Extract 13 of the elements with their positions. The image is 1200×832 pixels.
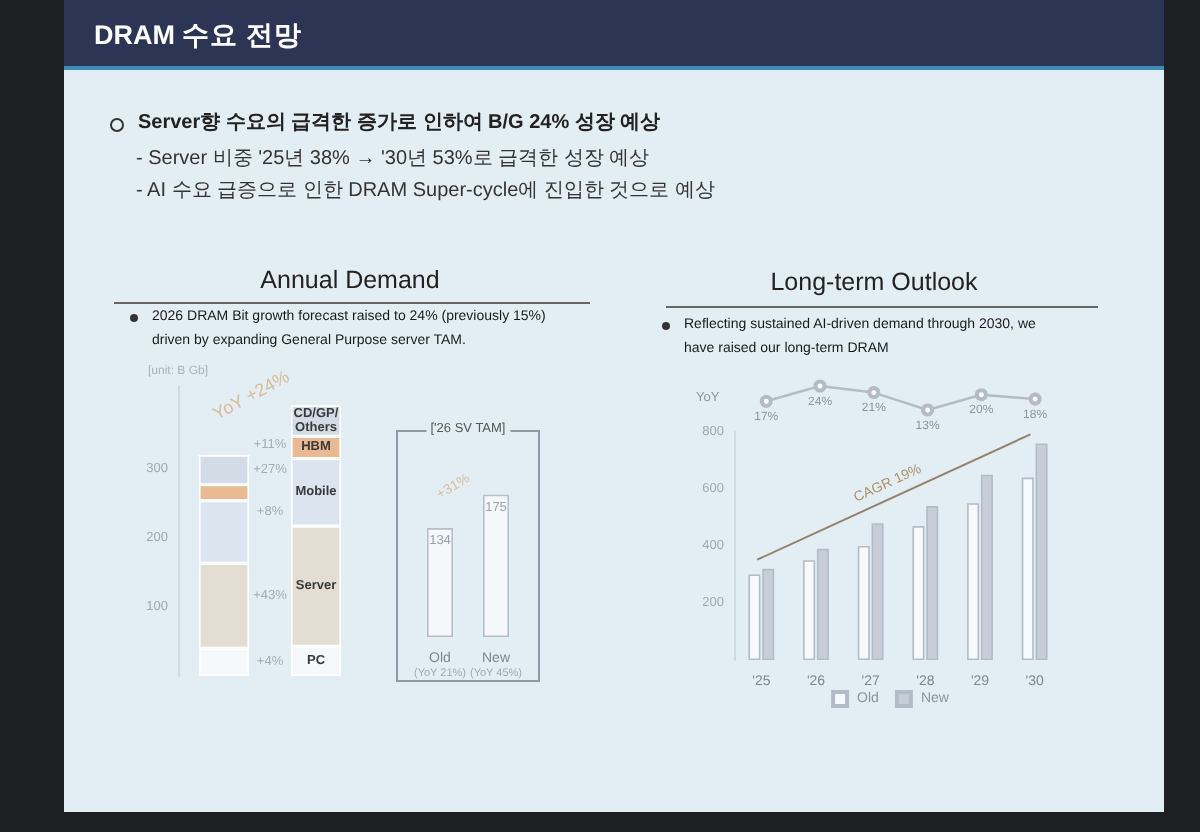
point [921,403,935,417]
chart-title: Annual Demand [260,266,440,296]
text: - Server 비중 '25년 38% → '30년 53%로 급격한 성장 예상 [136,146,650,172]
annotation: YoY +24% [209,366,293,424]
point [813,379,827,393]
text: DRAM 수요 전망 [94,18,302,54]
text: Server향 수요의 급격한 증가로 인하여 B/G 24% 성장 예상 [138,110,661,138]
point [867,386,881,400]
point [759,394,773,408]
point [1028,392,1042,406]
chart-title: Long-term Outlook [770,268,978,298]
text: - AI 수요 급증으로 인한 DRAM Super-cycle에 진입한 것으로 예상 [136,178,715,204]
point [974,388,988,402]
